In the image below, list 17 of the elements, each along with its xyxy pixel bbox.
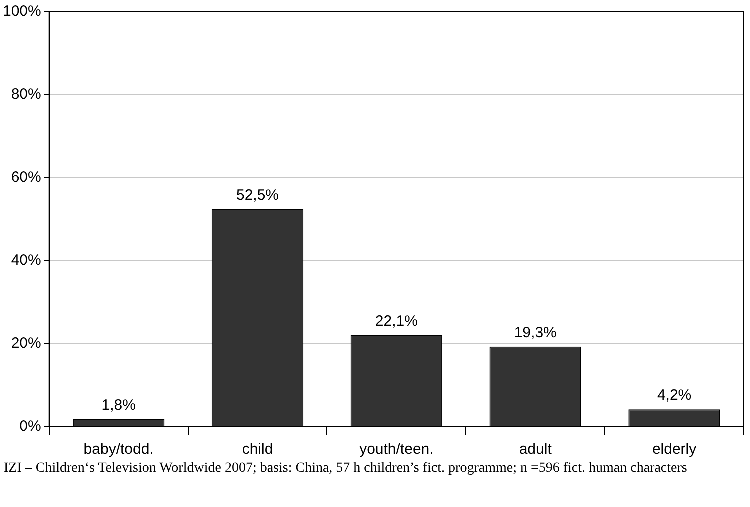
- data-label: 52,5%: [236, 186, 280, 204]
- x-tick-label: elderly: [652, 441, 698, 458]
- x-tick-label: youth/teen.: [360, 441, 434, 458]
- data-label: 1,8%: [102, 397, 136, 414]
- y-tick-label: 0%: [20, 418, 42, 436]
- x-tick-label: child: [242, 441, 274, 458]
- y-tick-label: 60%: [11, 169, 42, 186]
- data-label: 4,2%: [657, 387, 692, 404]
- x-tick-label: baby/todd.: [84, 441, 154, 458]
- y-tick-label: 80%: [11, 86, 42, 104]
- x-tick-label: adult: [519, 441, 553, 458]
- y-tick-label: 100%: [2, 3, 42, 20]
- text: IZI – Children‘s Television Worldwide 2007; basis: China, 57 h children’s fict. programme; n =596 fict. human characters: [3, 460, 688, 478]
- y-tick-label: 20%: [11, 335, 42, 352]
- data-label: 22,1%: [375, 312, 418, 330]
- y-tick-label: 40%: [11, 252, 42, 270]
- data-label: 19,3%: [514, 324, 557, 342]
